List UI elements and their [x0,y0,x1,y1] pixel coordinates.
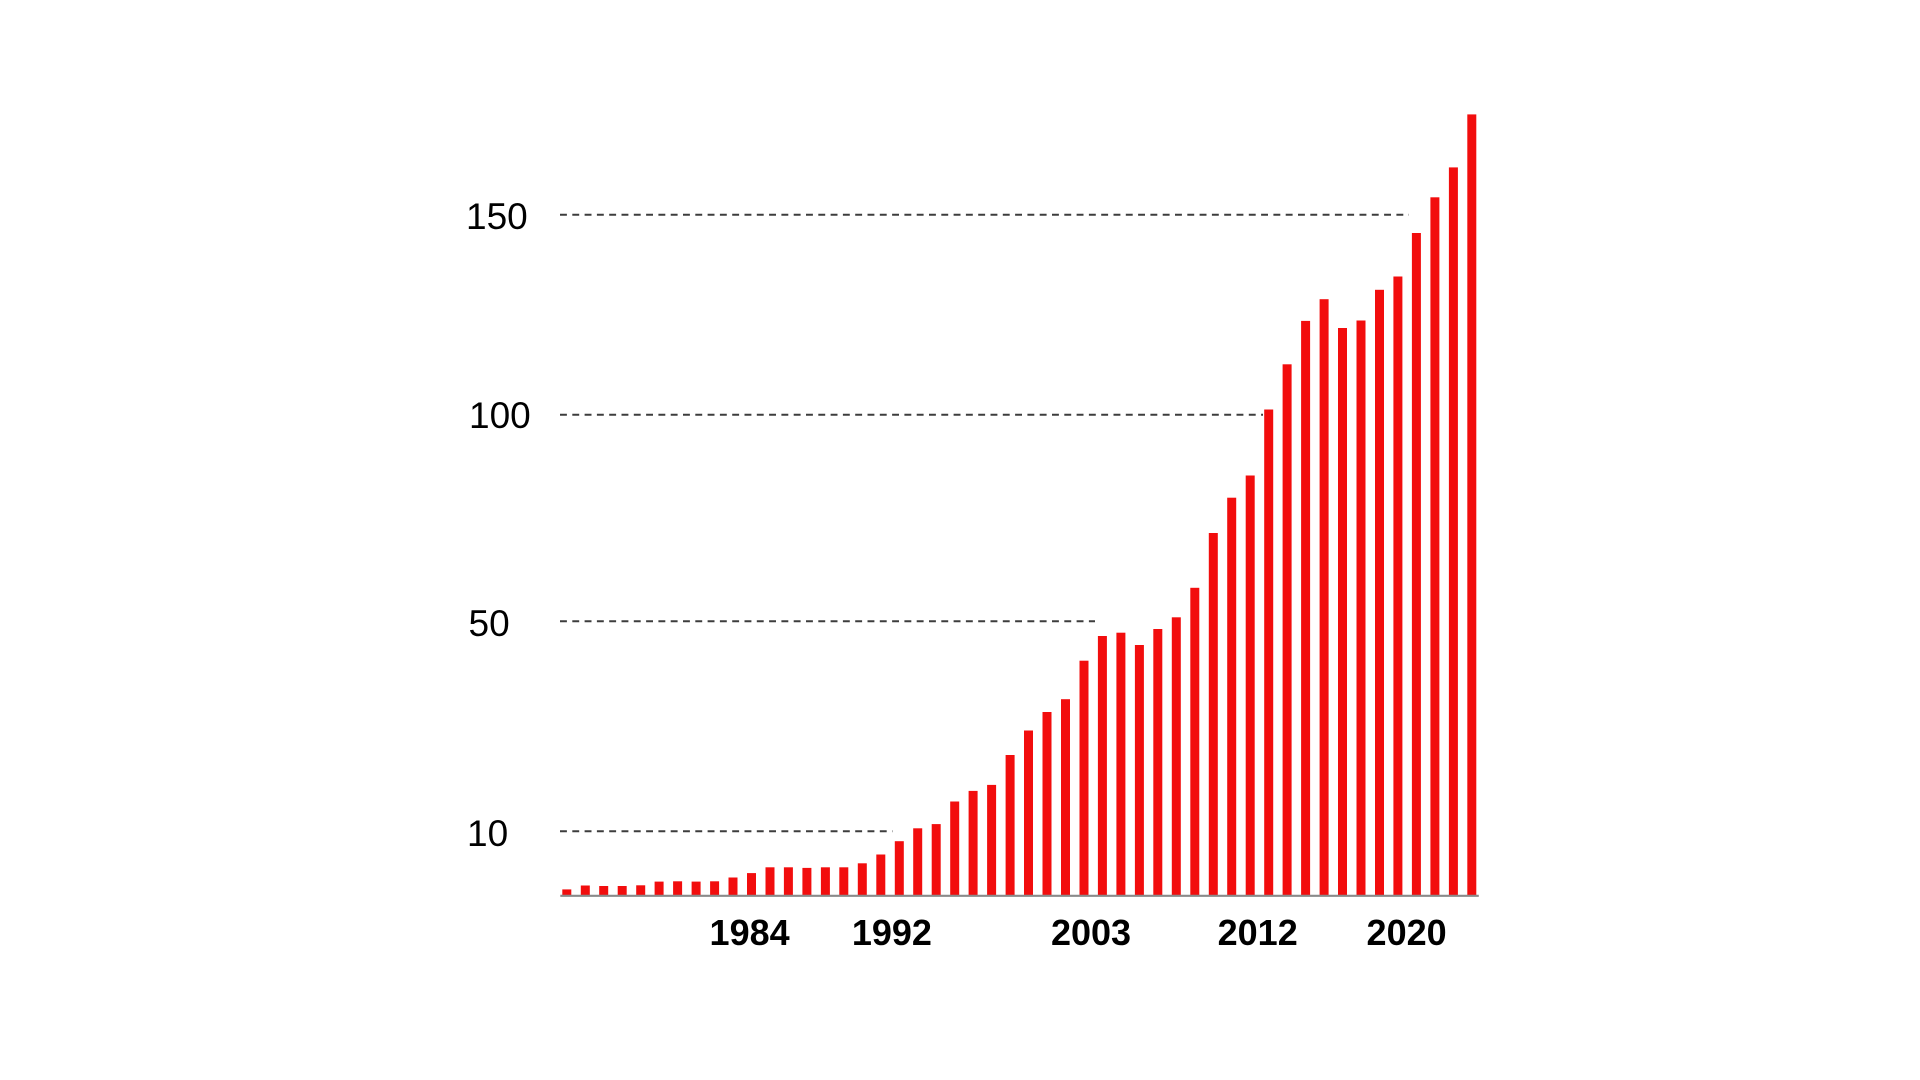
svg-text:2020: 2020 [1367,912,1447,953]
svg-text:50: 50 [469,603,510,644]
svg-text:1992: 1992 [852,912,932,953]
svg-text:100: 100 [469,395,531,436]
svg-text:1984: 1984 [710,912,790,953]
svg-text:2003: 2003 [1051,912,1131,953]
svg-text:2012: 2012 [1218,912,1298,953]
svg-text:10: 10 [467,813,508,854]
svg-text:150: 150 [466,196,528,237]
